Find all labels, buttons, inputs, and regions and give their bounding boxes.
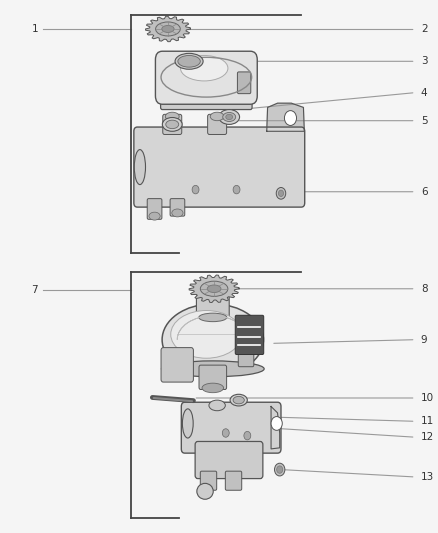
Ellipse shape xyxy=(171,311,242,358)
FancyBboxPatch shape xyxy=(235,316,264,354)
FancyBboxPatch shape xyxy=(196,295,229,319)
FancyBboxPatch shape xyxy=(225,471,242,490)
Ellipse shape xyxy=(149,212,160,220)
Ellipse shape xyxy=(230,394,247,406)
Ellipse shape xyxy=(166,120,179,128)
Text: 4: 4 xyxy=(421,87,427,98)
Ellipse shape xyxy=(195,278,233,300)
Text: 13: 13 xyxy=(421,472,434,482)
FancyBboxPatch shape xyxy=(161,348,194,382)
Ellipse shape xyxy=(199,313,227,321)
Text: 11: 11 xyxy=(421,416,434,426)
FancyBboxPatch shape xyxy=(238,341,254,367)
Ellipse shape xyxy=(151,19,185,39)
Circle shape xyxy=(271,417,282,430)
Text: 8: 8 xyxy=(421,284,427,294)
Ellipse shape xyxy=(134,150,145,184)
Ellipse shape xyxy=(162,26,174,33)
Ellipse shape xyxy=(210,112,224,120)
FancyBboxPatch shape xyxy=(163,114,182,134)
Ellipse shape xyxy=(209,400,225,411)
Circle shape xyxy=(276,188,286,199)
Polygon shape xyxy=(271,407,280,449)
Ellipse shape xyxy=(223,112,236,122)
FancyBboxPatch shape xyxy=(199,365,226,390)
Ellipse shape xyxy=(172,209,183,217)
Ellipse shape xyxy=(197,483,213,499)
Ellipse shape xyxy=(180,55,228,81)
Polygon shape xyxy=(267,103,304,131)
FancyBboxPatch shape xyxy=(170,199,185,216)
Ellipse shape xyxy=(182,409,193,438)
Polygon shape xyxy=(145,16,191,42)
Text: 9: 9 xyxy=(421,335,427,345)
Ellipse shape xyxy=(233,397,244,404)
Text: 3: 3 xyxy=(421,56,427,66)
Circle shape xyxy=(284,111,297,125)
Text: 7: 7 xyxy=(32,285,38,295)
Ellipse shape xyxy=(166,112,179,120)
Ellipse shape xyxy=(226,114,233,119)
Ellipse shape xyxy=(178,55,200,67)
Ellipse shape xyxy=(162,117,182,131)
FancyBboxPatch shape xyxy=(155,51,257,104)
FancyBboxPatch shape xyxy=(195,441,263,479)
Ellipse shape xyxy=(162,304,264,375)
Text: 10: 10 xyxy=(421,393,434,403)
FancyBboxPatch shape xyxy=(147,199,162,219)
Circle shape xyxy=(277,466,283,473)
Circle shape xyxy=(233,185,240,194)
FancyBboxPatch shape xyxy=(134,127,305,207)
Circle shape xyxy=(192,185,199,194)
Ellipse shape xyxy=(200,281,228,296)
Polygon shape xyxy=(189,275,239,303)
Ellipse shape xyxy=(155,22,180,36)
FancyBboxPatch shape xyxy=(208,114,226,134)
Text: 5: 5 xyxy=(421,116,427,126)
Ellipse shape xyxy=(219,110,240,124)
Text: 1: 1 xyxy=(32,25,38,35)
FancyBboxPatch shape xyxy=(161,88,252,110)
FancyBboxPatch shape xyxy=(237,72,251,94)
Circle shape xyxy=(279,190,283,197)
Circle shape xyxy=(244,431,251,440)
Ellipse shape xyxy=(202,383,224,393)
Text: 2: 2 xyxy=(421,25,427,35)
Circle shape xyxy=(275,463,285,476)
Ellipse shape xyxy=(175,53,203,69)
Circle shape xyxy=(223,429,229,437)
Ellipse shape xyxy=(207,285,221,293)
Ellipse shape xyxy=(162,361,264,377)
Text: 6: 6 xyxy=(421,187,427,197)
Text: 12: 12 xyxy=(421,432,434,442)
FancyBboxPatch shape xyxy=(181,402,281,453)
FancyBboxPatch shape xyxy=(200,471,217,490)
